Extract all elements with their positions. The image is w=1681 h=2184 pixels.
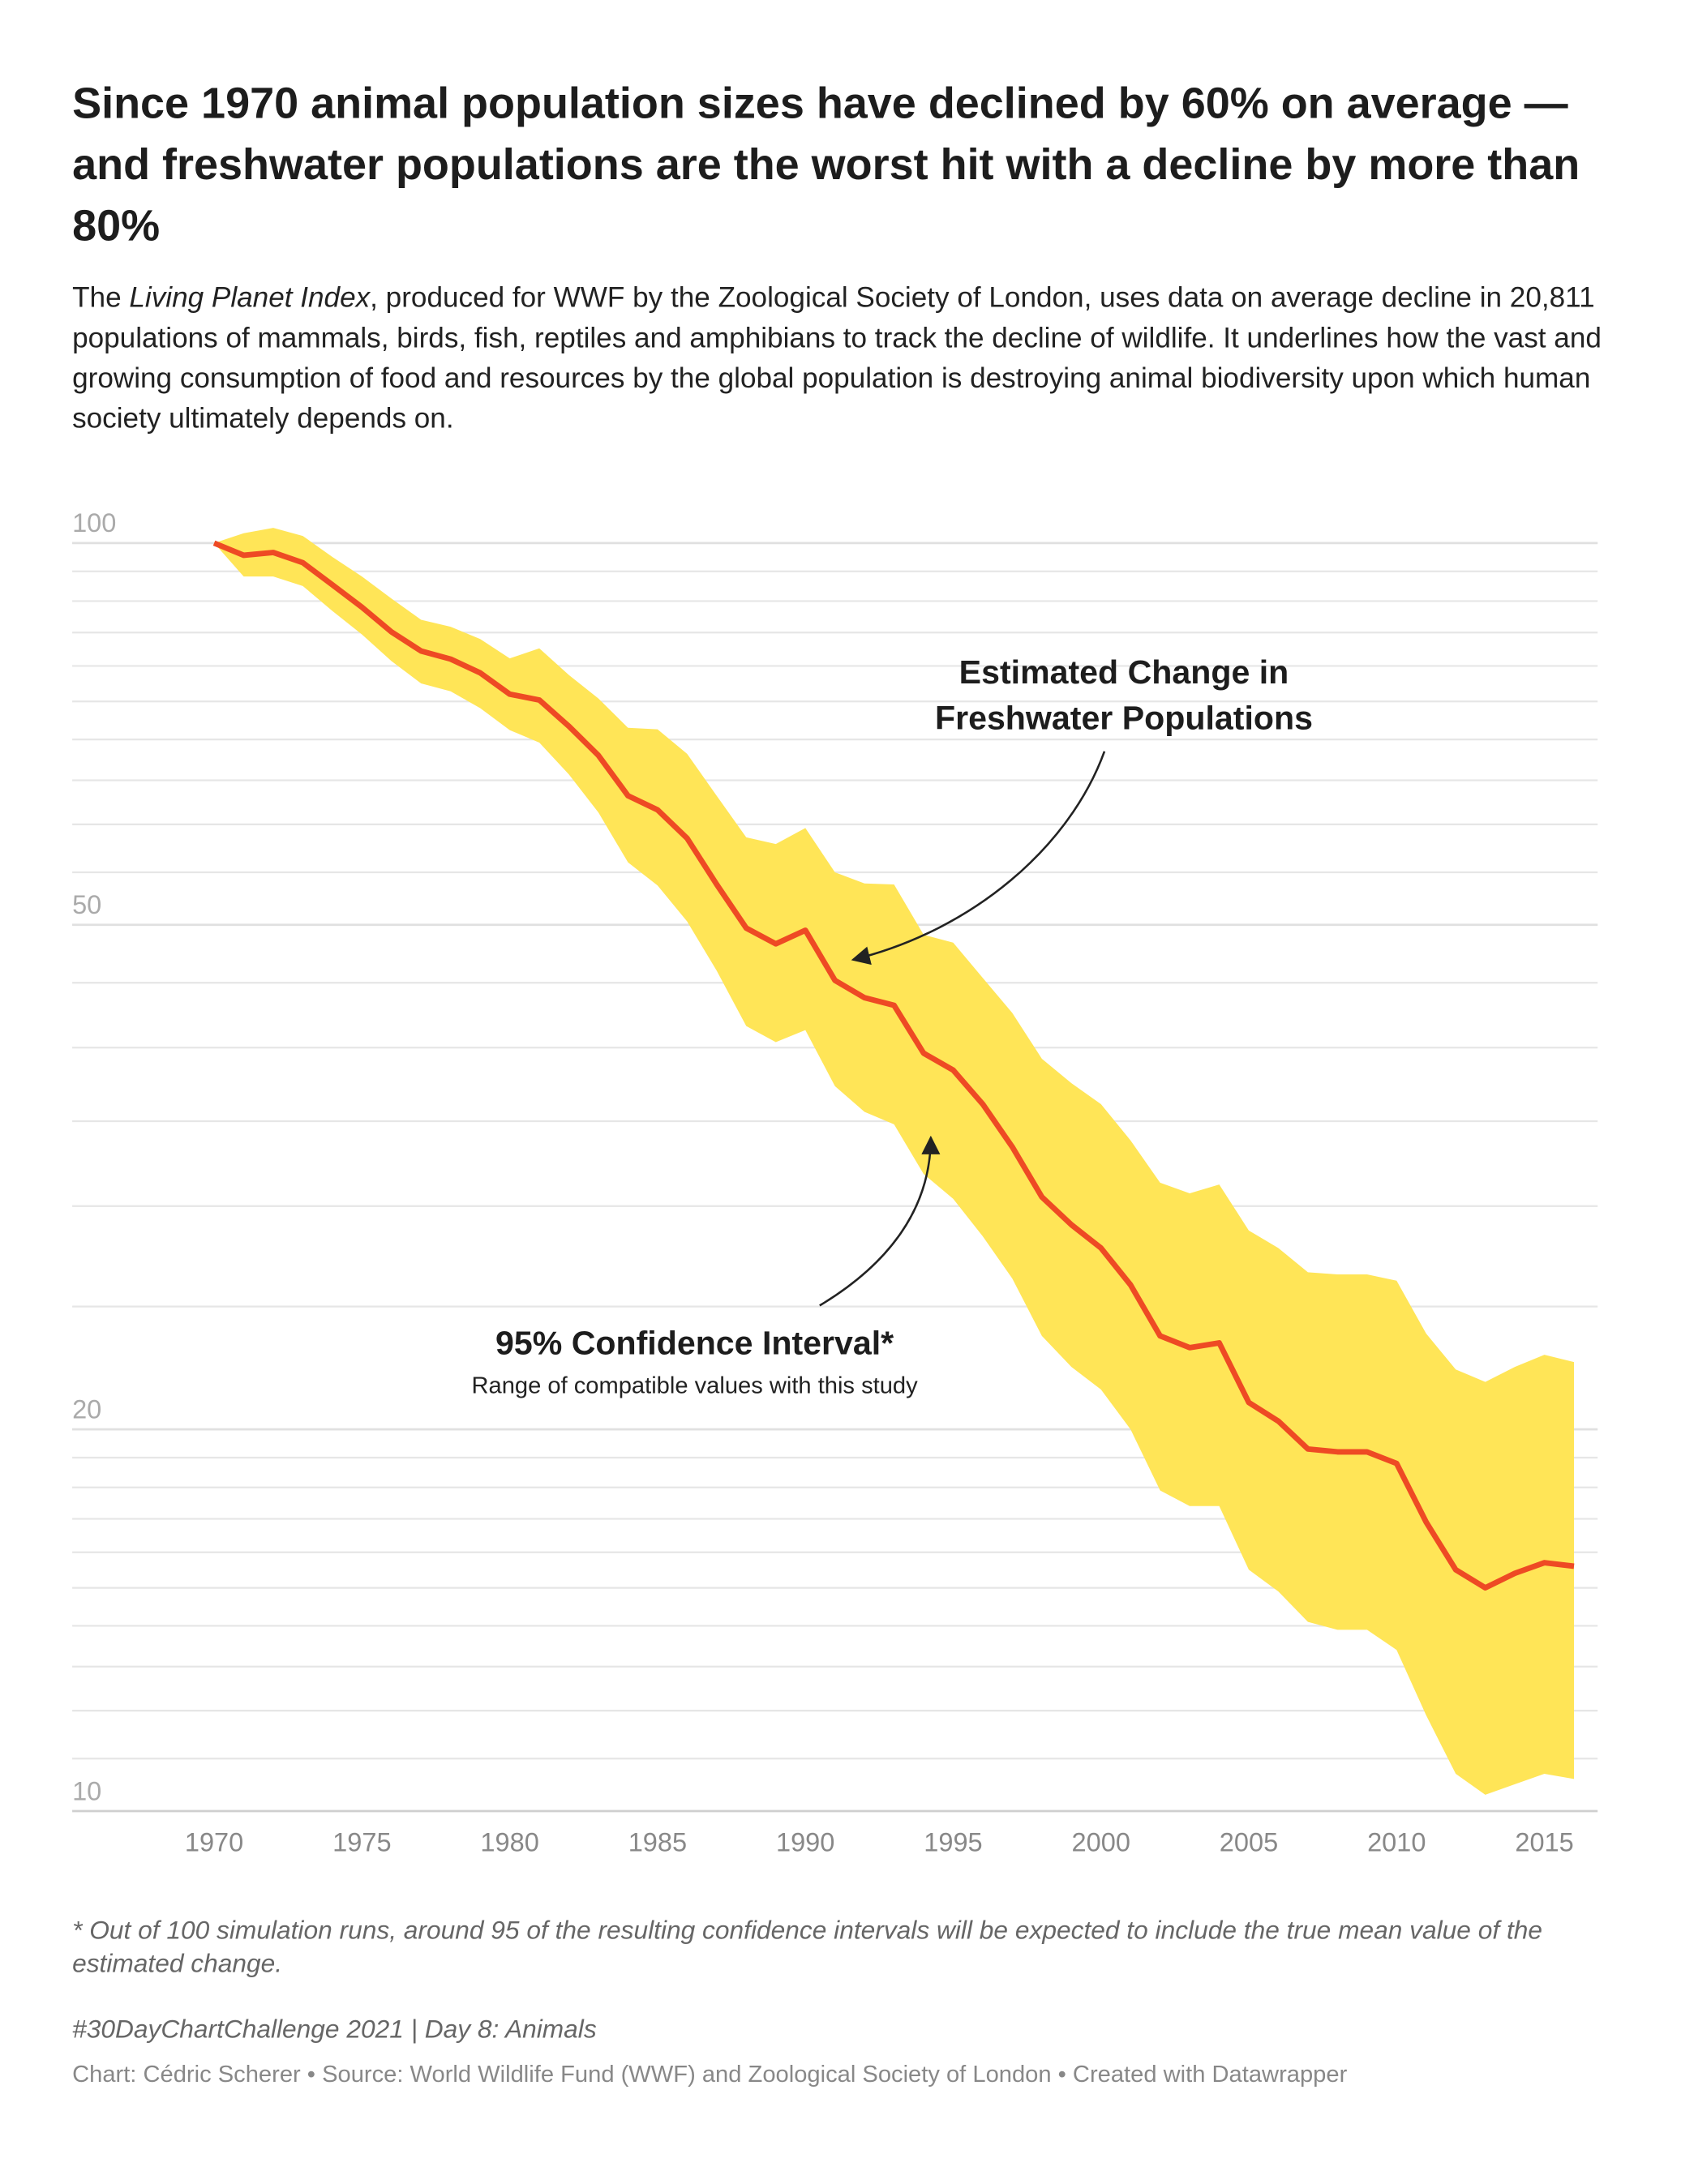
x-tick-label: 2015	[1515, 1828, 1573, 1857]
x-tick-label: 1995	[924, 1828, 982, 1857]
x-tick-label: 1990	[776, 1828, 834, 1857]
annotation-title: Estimated Change in	[959, 653, 1289, 691]
x-tick-label: 2005	[1220, 1828, 1278, 1857]
subtitle-run: , produced for WWF by the Zoological Soc…	[72, 281, 1602, 435]
annotation-arrow	[819, 1135, 941, 1307]
title: Since 1970 animal population sizes have …	[72, 77, 1580, 251]
x-tick-label: 1985	[628, 1828, 687, 1857]
y-tick-label: 50	[72, 890, 101, 919]
x-tick-label: 2000	[1072, 1828, 1130, 1857]
confidence-band	[214, 528, 1575, 1795]
subtitle-run: The	[72, 281, 130, 315]
footnote: * Out of 100 simulation runs, around 95 …	[72, 1915, 1543, 1978]
annotation-title: Freshwater Populations	[935, 699, 1313, 736]
y-tick-label: 10	[72, 1776, 101, 1805]
x-tick-label: 2010	[1367, 1828, 1426, 1857]
annotation-text: Range of compatible values with this stu…	[472, 1372, 919, 1398]
y-tick-label: 100	[72, 508, 116, 537]
annotation-arrow	[851, 751, 1106, 966]
subtitle: The Living Planet Index, produced for WW…	[72, 278, 1628, 439]
subtitle-run: Living Planet Index	[129, 281, 371, 315]
x-tick-label: 1980	[480, 1828, 538, 1857]
hashtag: #30DayChartChallenge 2021 | Day 8: Anima…	[72, 2014, 597, 2044]
x-tick-label: 1970	[185, 1828, 243, 1857]
y-tick-label: 20	[72, 1394, 101, 1424]
index-line	[212, 540, 1575, 1591]
annotation-title: 95% Confidence Interval*	[495, 1324, 894, 1361]
x-tick-label: 1975	[332, 1828, 391, 1857]
credit: Chart: Cédric Scherer • Source: World Wi…	[72, 2061, 1348, 2088]
